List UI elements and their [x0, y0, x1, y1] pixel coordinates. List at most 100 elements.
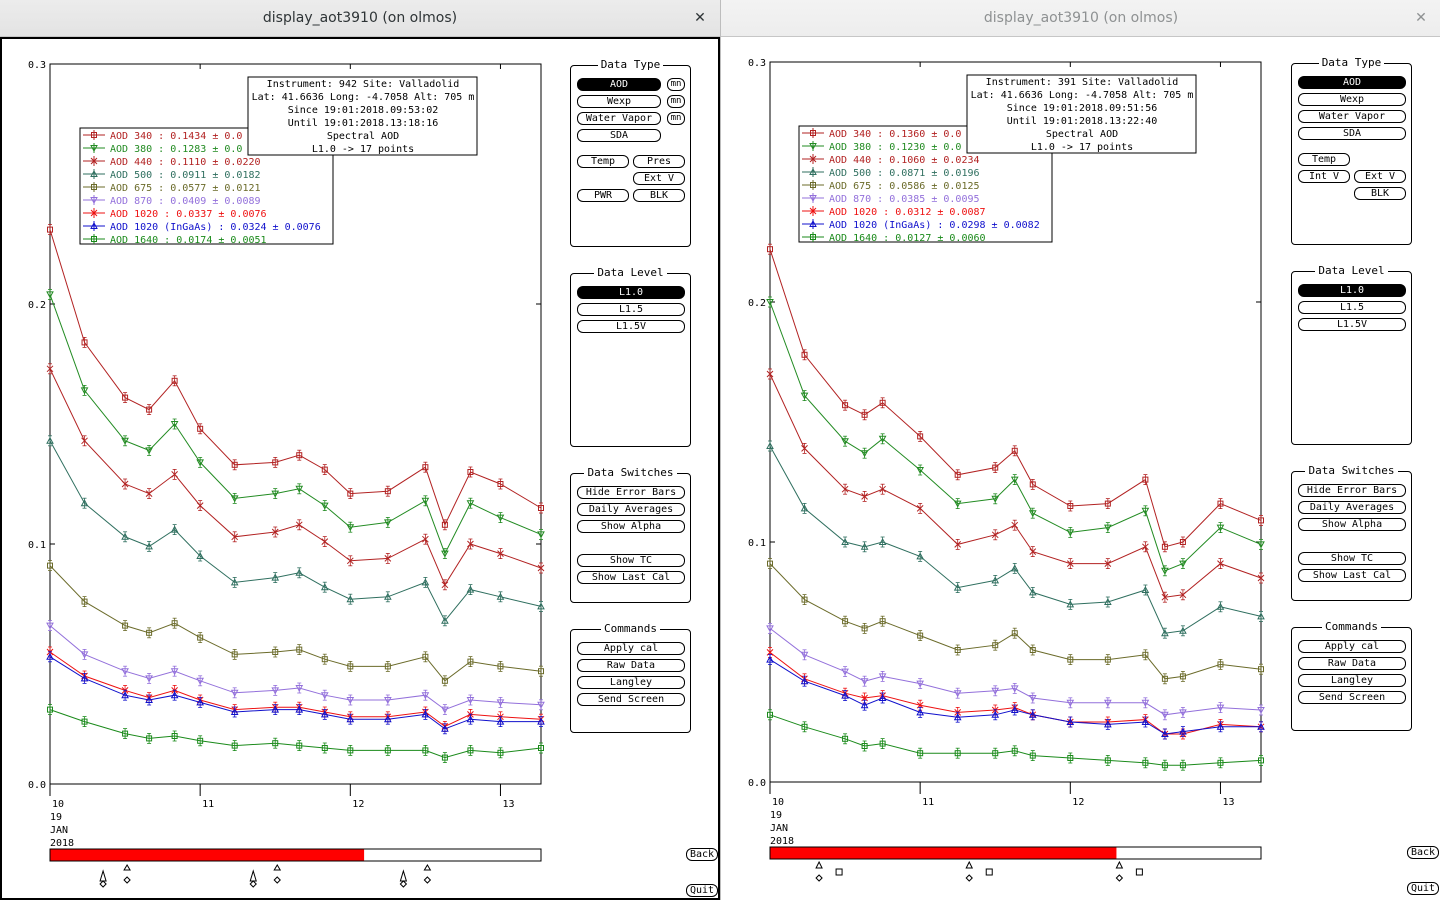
apply-cal-button[interactable]: Apply cal [577, 642, 685, 655]
window-titlebar[interactable]: display_aot3910 (on olmos) ✕ [0, 0, 720, 37]
data-point [1179, 626, 1187, 634]
quit-button[interactable]: Quit [1407, 882, 1440, 895]
aod-button[interactable]: AOD [577, 78, 661, 91]
data-point [1216, 722, 1225, 730]
sda-button[interactable]: SDA [577, 129, 661, 142]
data-point [170, 691, 179, 699]
data-point [121, 437, 129, 445]
data-point [171, 733, 178, 739]
hide-error-bars-button[interactable]: Hide Error Bars [577, 486, 685, 499]
data-point [90, 157, 98, 165]
level-l1-0-button[interactable]: L1.0 [577, 286, 685, 299]
marker-square [985, 868, 993, 876]
window-right: display_aot3910 (on olmos) ✕ 0.3 0.2 0.1 0.… [720, 0, 1440, 900]
level-l1-5v-button[interactable]: L1.5V [1298, 318, 1406, 331]
wexp-button[interactable]: Wexp [577, 95, 661, 108]
send-screen-button[interactable]: Send Screen [1298, 691, 1406, 704]
level-l1-0-button[interactable]: L1.0 [1298, 284, 1406, 297]
sda-button[interactable]: SDA [1298, 127, 1406, 140]
data-point [1010, 564, 1019, 572]
data-point [1161, 593, 1169, 601]
send-screen-button[interactable]: Send Screen [577, 693, 685, 706]
blk-button[interactable]: BLK [633, 189, 685, 202]
show-tc-button[interactable]: Show TC [577, 554, 685, 567]
show-alpha-button[interactable]: Show Alpha [1298, 518, 1406, 531]
data-point [466, 585, 475, 593]
pres-button[interactable]: Pres [633, 155, 685, 168]
show-last-cal-button[interactable]: Show Last Cal [1298, 569, 1406, 582]
data-point [467, 540, 474, 548]
langley-button[interactable]: Langley [577, 676, 685, 689]
data-point [991, 576, 1000, 584]
window-titlebar[interactable]: display_aot3910 (on olmos) ✕ [721, 0, 1440, 37]
y-tick-label: 0.2 [748, 298, 766, 309]
data-point [346, 595, 355, 603]
data-point [170, 668, 179, 676]
data-point [271, 687, 280, 695]
ext-v-button[interactable]: Ext V [633, 172, 685, 185]
data-point [1104, 524, 1112, 532]
data-point [537, 564, 545, 572]
level-l1-5v-button[interactable]: L1.5V [577, 320, 685, 333]
data-point [917, 750, 924, 757]
data-point [842, 735, 849, 742]
data-point [296, 646, 303, 653]
hide-error-bars-button[interactable]: Hide Error Bars [1298, 484, 1406, 497]
data-point [1216, 524, 1225, 532]
data-point [1179, 591, 1187, 599]
data-point [1142, 476, 1149, 483]
show-tc-button[interactable]: Show TC [1298, 552, 1406, 565]
data-point [810, 234, 816, 240]
langley-button[interactable]: Langley [1298, 674, 1406, 687]
show-last-cal-button[interactable]: Show Last Cal [577, 571, 685, 584]
series-aod-1020-ingaas- [46, 651, 545, 735]
data-point [1257, 612, 1265, 620]
legend-entry: AOD 1640 : 0.0127 ± 0.0060 [829, 233, 986, 244]
level-l1-5-button[interactable]: L1.5 [1298, 301, 1406, 314]
pwr-button[interactable]: PWR [577, 189, 629, 202]
aod-button[interactable]: AOD [1298, 76, 1406, 89]
close-icon[interactable]: ✕ [1415, 10, 1427, 26]
data-point [81, 598, 88, 605]
temp-button[interactable]: Temp [577, 155, 629, 168]
commands-panel: Commands Apply cal Raw Data Langley Send… [570, 622, 691, 733]
close-icon[interactable]: ✕ [694, 10, 706, 26]
daily-averages-button[interactable]: Daily Averages [577, 503, 685, 516]
legend-entry: AOD 1640 : 0.0174 ± 0.0051 [110, 235, 267, 246]
progress-fill [50, 849, 365, 861]
level-l1-5-button[interactable]: L1.5 [577, 303, 685, 316]
data-point [231, 651, 238, 658]
back-button[interactable]: Back [686, 848, 719, 861]
data-point [809, 143, 817, 151]
water-vapor-button[interactable]: Water Vapor [577, 112, 661, 125]
data-point [1066, 600, 1075, 608]
data-point [953, 713, 962, 721]
wexp-button[interactable]: Wexp [1298, 93, 1406, 106]
marker-tri [815, 860, 823, 869]
data-point [46, 291, 54, 299]
apply-cal-button[interactable]: Apply cal [1298, 640, 1406, 653]
wexp-mn-button[interactable]: mn [667, 95, 685, 108]
x-date-label: 2018 [50, 838, 74, 849]
water-vapor-button[interactable]: Water Vapor [1298, 110, 1406, 123]
data-point [467, 747, 474, 754]
int-v-button[interactable]: Int V [1298, 170, 1350, 183]
legend-entry: AOD 1020 : 0.0312 ± 0.0087 [829, 207, 986, 218]
water-vapor-mn-button[interactable]: mn [667, 112, 685, 125]
back-button[interactable]: Back [1407, 846, 1440, 859]
raw-data-button[interactable]: Raw Data [577, 659, 685, 672]
data-point [441, 521, 448, 528]
data-point [295, 705, 304, 713]
data-point [1257, 722, 1265, 730]
daily-averages-button[interactable]: Daily Averages [1298, 501, 1406, 514]
quit-button[interactable]: Quit [686, 884, 719, 897]
show-alpha-button[interactable]: Show Alpha [577, 520, 685, 533]
temp-button[interactable]: Temp [1298, 153, 1350, 166]
ext-v-button[interactable]: Ext V [1354, 170, 1406, 183]
blk-button[interactable]: BLK [1354, 187, 1406, 200]
data-point [538, 668, 544, 675]
aod-mn-button[interactable]: mn [667, 78, 685, 91]
data-point [321, 656, 328, 663]
series-aod-380 [46, 288, 545, 559]
raw-data-button[interactable]: Raw Data [1298, 657, 1406, 670]
